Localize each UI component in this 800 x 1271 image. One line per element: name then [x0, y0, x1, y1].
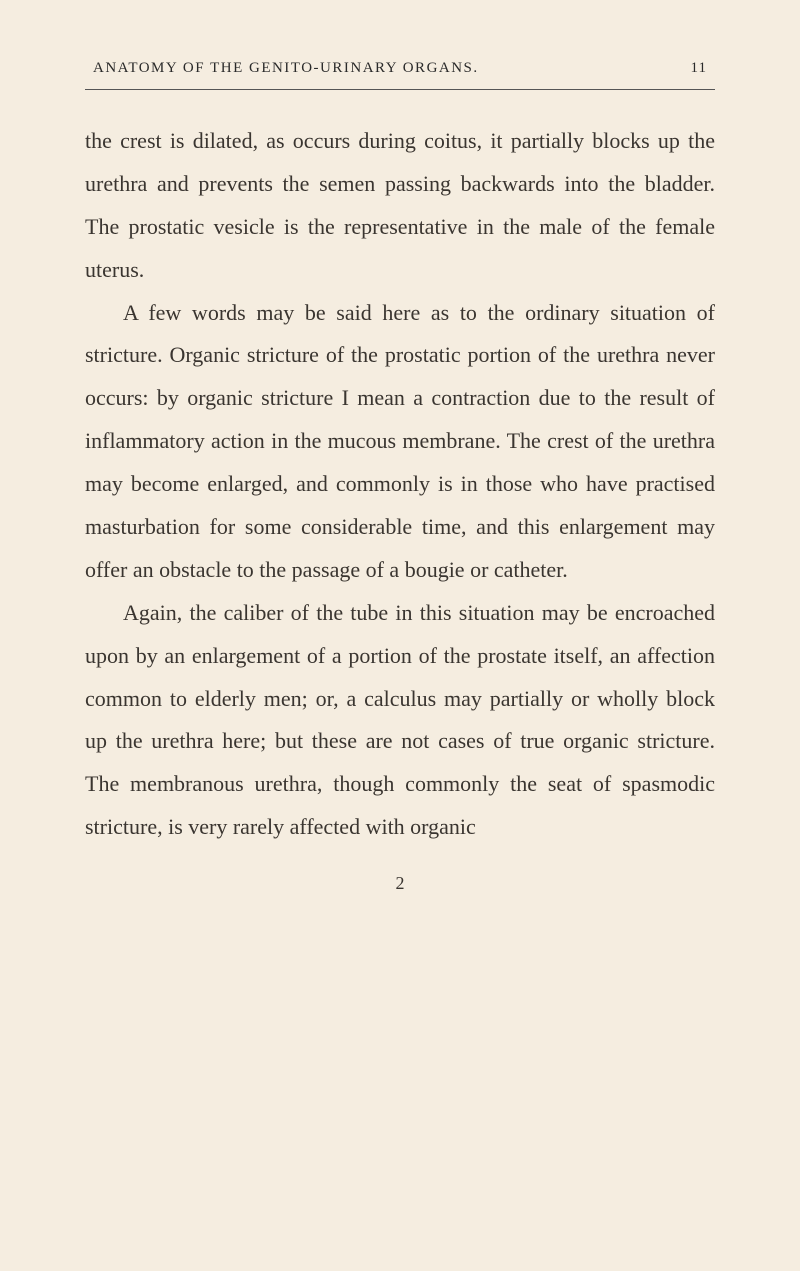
- paragraph-3: Again, the caliber of the tube in this s…: [85, 592, 715, 849]
- signature-number: 2: [85, 873, 715, 894]
- page-number: 11: [691, 60, 707, 77]
- paragraph-1: the crest is dilated, as occurs during c…: [85, 120, 715, 292]
- running-title: ANATOMY OF THE GENITO-URINARY ORGANS.: [93, 60, 479, 77]
- header-divider: [85, 89, 715, 90]
- paragraph-2: A few words may be said here as to the o…: [85, 292, 715, 592]
- body-text: the crest is dilated, as occurs during c…: [85, 120, 715, 849]
- page-header: ANATOMY OF THE GENITO-URINARY ORGANS. 11: [85, 60, 715, 77]
